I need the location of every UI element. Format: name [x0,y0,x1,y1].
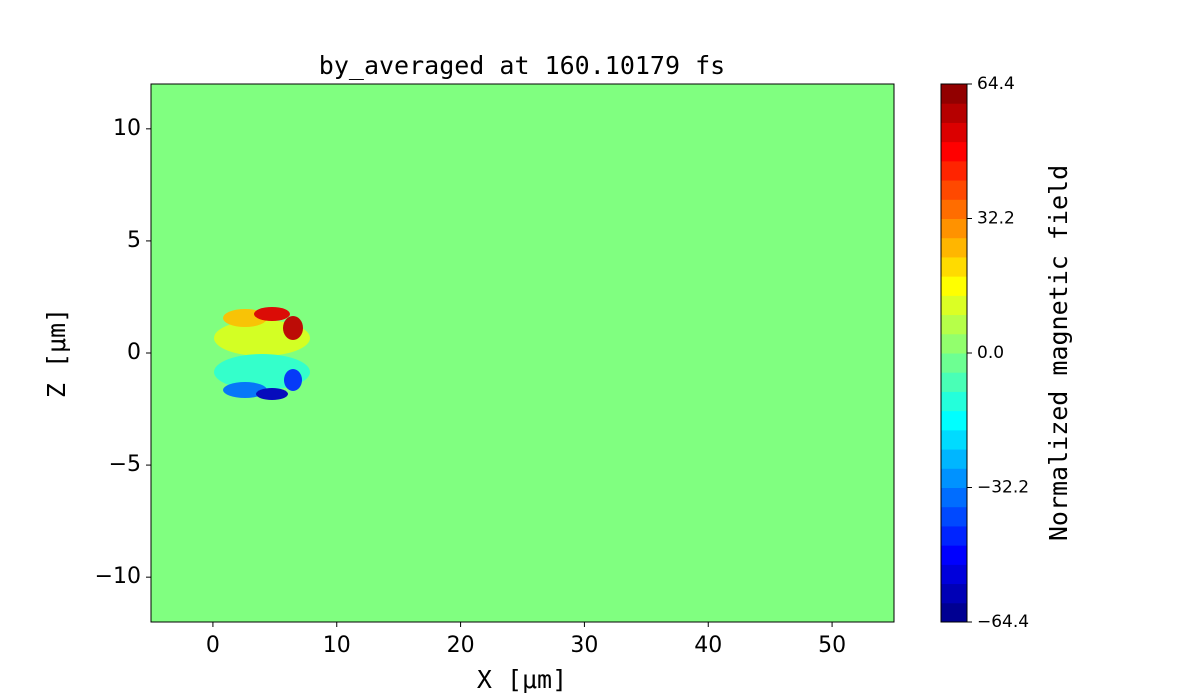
colorbar-band [941,295,967,316]
feature [283,316,303,340]
colorbar-band [941,468,967,488]
colorbar-band [941,487,967,508]
colorbar-band [941,218,967,239]
x-tick-label: 10 [323,633,351,658]
y-axis-label: Z [μm] [42,308,71,398]
colorbar-band [941,84,967,104]
feature [284,369,302,391]
colorbar-band [941,372,967,392]
feature [254,307,290,321]
colorbar-band [941,314,967,335]
colorbar-band [941,602,967,623]
y-tick-label: 10 [113,116,141,141]
x-tick-label: 50 [818,633,846,658]
colorbar-band [941,237,967,258]
colorbar-tick-label: −32.2 [977,478,1029,498]
colorbar-band [941,122,967,143]
x-tick-label: 40 [694,633,722,658]
colorbar-tick-label: −64.4 [977,612,1029,632]
colorbar-band [941,525,967,546]
colorbar-band [941,256,967,277]
colorbar-tick-label: 64.4 [977,74,1015,94]
colorbar-tick-label: 32.2 [977,209,1015,229]
colorbar-band [941,449,967,469]
feature [256,388,288,400]
colorbar-band [941,160,967,181]
x-tick-label: 30 [570,633,598,658]
colorbar-band [941,333,967,354]
y-tick-label: 5 [127,228,141,253]
colorbar-band [941,103,967,123]
y-tick-label: −5 [109,452,141,477]
colorbar-band [941,353,967,373]
colorbar-tick-label: 0.0 [977,343,1004,363]
colorbar-band [941,141,967,162]
y-tick-label: −10 [95,564,141,589]
colorbar-band [941,410,967,431]
colorbar-band [941,391,967,412]
colorbar-band [941,564,967,585]
colorbar-band [941,180,967,200]
x-axis-label: X [μm] [477,665,567,694]
field-features [214,307,310,400]
colorbar-band [941,429,967,450]
x-tick-label: 20 [447,633,475,658]
y-tick-label: 0 [127,340,141,365]
colorbar-band [941,583,967,604]
colorbar-band [941,276,967,296]
colorbar-band [941,506,967,527]
x-tick-label: 0 [206,633,220,658]
chart-title: by_averaged at 160.10179 fs [319,51,725,80]
colorbar-band [941,199,967,219]
colorbar-band [941,545,967,565]
colorbar-label: Normalized magnetic field [1044,165,1073,541]
